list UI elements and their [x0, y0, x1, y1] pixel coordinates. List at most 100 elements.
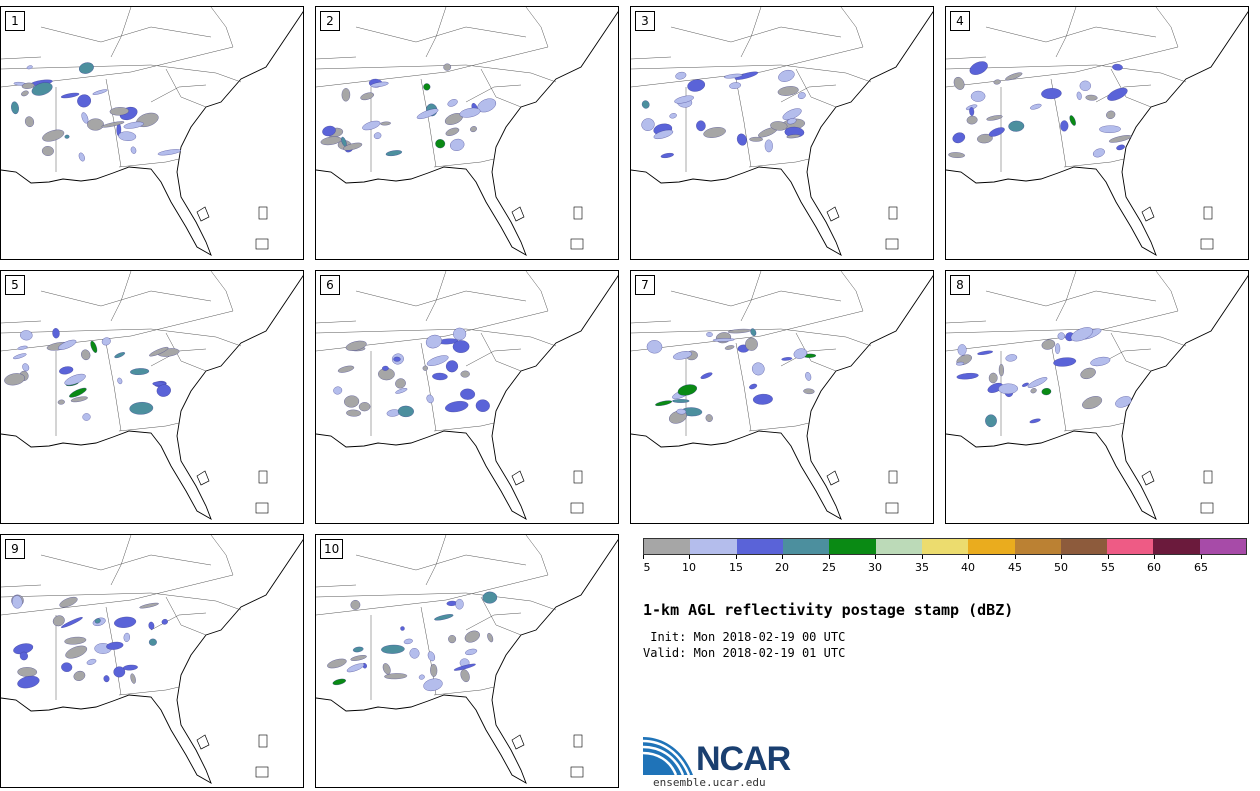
reflectivity-echo	[64, 134, 70, 139]
reflectivity-echo	[422, 365, 428, 371]
coastline	[1, 539, 303, 785]
map-7	[631, 271, 933, 521]
lake-outline	[826, 206, 840, 222]
reflectivity-echo	[749, 383, 758, 390]
colorbar-tick-label: 65	[1194, 561, 1208, 574]
colorbar-swatch	[736, 539, 783, 554]
colorbar-tick	[1108, 555, 1109, 559]
reflectivity-echo	[445, 360, 459, 373]
state-border	[735, 78, 752, 168]
reflectivity-echo	[52, 328, 60, 339]
reflectivity-echo	[395, 378, 406, 389]
map-8	[946, 271, 1248, 521]
reflectivity-echo	[750, 328, 757, 337]
reflectivity-echo	[82, 413, 91, 421]
island-outline	[885, 502, 899, 514]
reflectivity-echo	[1080, 367, 1096, 379]
island-outline	[1203, 206, 1213, 220]
reflectivity-echo	[130, 368, 150, 375]
reflectivity-echo	[1082, 396, 1103, 410]
state-border	[1, 320, 42, 324]
reflectivity-echo	[11, 101, 19, 115]
lake-outline	[196, 470, 210, 486]
colorbar-swatch	[921, 539, 969, 554]
reflectivity-echo	[1109, 135, 1132, 143]
state-border	[316, 320, 357, 324]
reflectivity-echo	[24, 116, 35, 127]
state-border	[946, 328, 1187, 347]
reflectivity-echo	[752, 362, 765, 376]
reflectivity-echo	[1005, 354, 1018, 362]
state-border	[480, 68, 522, 108]
colorbar-tick-label: 40	[961, 561, 975, 574]
reflectivity-echo	[1085, 94, 1098, 101]
reflectivity-echo	[770, 121, 788, 131]
reflectivity-echo	[395, 388, 408, 394]
colorbar-tick	[643, 555, 644, 559]
state-border	[425, 535, 447, 586]
reflectivity-echo	[724, 345, 735, 350]
reflectivity-echo	[400, 626, 405, 631]
reflectivity-echo	[117, 377, 123, 385]
map-6	[316, 271, 618, 521]
state-border	[355, 26, 527, 43]
reflectivity-echo	[109, 107, 129, 116]
map-3	[631, 7, 933, 257]
reflectivity-echo	[1041, 339, 1056, 350]
reflectivity-echo	[346, 409, 362, 417]
reflectivity-echo	[122, 664, 138, 671]
state-border	[150, 612, 207, 631]
reflectivity-echo	[31, 82, 53, 96]
state-border	[316, 328, 557, 347]
reflectivity-echo	[59, 596, 78, 608]
reflectivity-echo	[715, 332, 732, 344]
reflectivity-echo	[1079, 80, 1091, 91]
state-border	[740, 271, 762, 322]
reflectivity-echo	[21, 82, 35, 89]
colorbar-tick-label: 25	[822, 561, 836, 574]
reflectivity-echo	[450, 138, 465, 151]
state-border	[748, 422, 810, 432]
reflectivity-echo	[343, 142, 363, 151]
reflectivity-echo	[696, 120, 706, 132]
lake-outline	[196, 206, 210, 222]
state-border	[40, 26, 212, 43]
reflectivity-echo	[803, 388, 815, 395]
lake-outline	[511, 734, 525, 750]
member-panel-9: 9	[0, 534, 304, 788]
reflectivity-echo	[749, 136, 763, 142]
reflectivity-echo	[1076, 91, 1082, 100]
state-border	[840, 271, 864, 312]
reflectivity-echo	[1106, 110, 1116, 119]
state-border	[748, 158, 810, 168]
reflectivity-echo	[985, 414, 997, 428]
reflectivity-echo	[705, 414, 713, 422]
reflectivity-echo	[1070, 327, 1094, 342]
panel-label: 7	[635, 275, 655, 295]
member-panel-1: 1	[0, 6, 304, 260]
reflectivity-echo	[448, 635, 457, 644]
reflectivity-echo	[41, 146, 54, 156]
reflectivity-echo	[346, 663, 365, 673]
reflectivity-echo	[465, 648, 478, 656]
reflectivity-echo	[114, 616, 137, 628]
state-border	[740, 7, 762, 58]
reflectivity-echo	[453, 663, 476, 671]
reflectivity-echo	[94, 618, 101, 624]
reflectivity-echo	[786, 134, 801, 139]
reflectivity-echo	[487, 632, 494, 643]
reflectivity-echo	[86, 658, 97, 665]
island-outline	[1200, 502, 1214, 514]
state-border	[150, 84, 207, 103]
reflectivity-echo	[673, 351, 692, 360]
reflectivity-echo	[948, 152, 965, 158]
state-border	[465, 348, 522, 367]
reflectivity-echo	[464, 630, 480, 643]
reflectivity-echo	[998, 363, 1004, 377]
state-border	[210, 535, 234, 576]
reflectivity-echo	[333, 386, 343, 395]
reflectivity-echo	[90, 340, 98, 353]
member-panel-5: 5	[0, 270, 304, 524]
reflectivity-echo	[781, 357, 793, 361]
state-border	[946, 64, 1187, 83]
